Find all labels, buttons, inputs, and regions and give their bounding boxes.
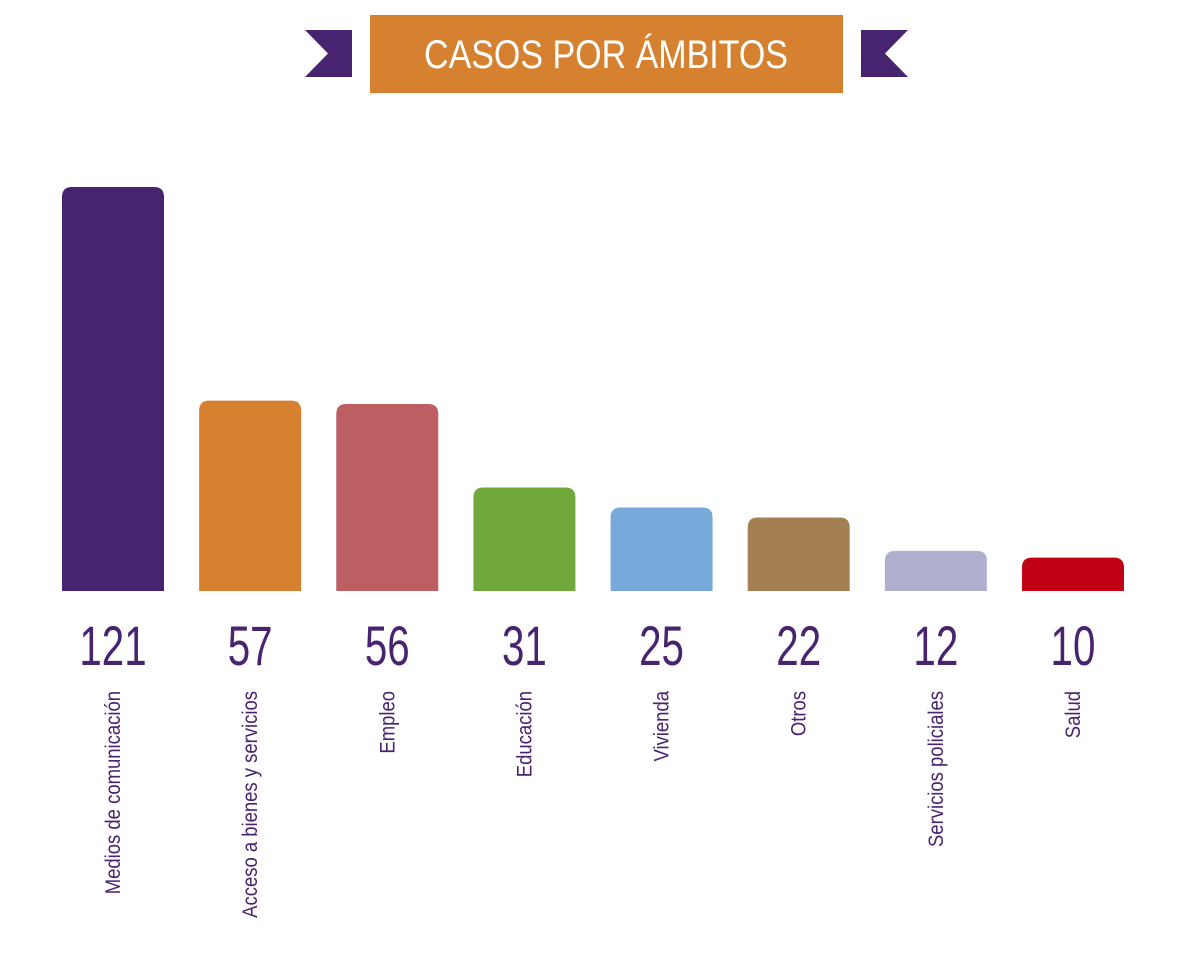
category-label: Otros: [788, 691, 811, 736]
value-labels: 121 57 56 31 25 22 12 10: [79, 616, 1095, 678]
bar-1: [62, 187, 164, 591]
bar-2: [199, 400, 302, 591]
bars: [62, 187, 1124, 591]
category-label: Empleo: [376, 691, 399, 754]
value-label: 56: [365, 616, 410, 678]
right-ribbon: [861, 30, 908, 77]
bar-5: [610, 507, 713, 591]
bar-8: [1021, 557, 1124, 591]
category-label: Medios de comunicación: [102, 691, 125, 894]
bar-6: [747, 517, 850, 591]
value-label: 121: [79, 616, 146, 678]
bar-4: [473, 487, 576, 591]
category-label: Servicios policiales: [925, 691, 948, 847]
value-label: 31: [502, 616, 547, 678]
category-label: Educación: [513, 691, 536, 777]
chart-title: CASOS POR ÁMBITOS: [424, 31, 788, 76]
bar-7: [884, 550, 987, 591]
value-label: 12: [913, 616, 958, 678]
left-ribbon: [305, 30, 352, 77]
bar-3: [336, 404, 439, 591]
category-label: Acceso a bienes y servicios: [239, 691, 262, 918]
category-label: Salud: [1062, 691, 1085, 738]
title-banner: CASOS POR ÁMBITOS: [305, 15, 908, 93]
category-label: Vivienda: [651, 691, 674, 762]
value-label: 22: [776, 616, 821, 678]
value-label: 57: [228, 616, 273, 678]
category-labels: Medios de comunicación Acceso a bienes y …: [102, 691, 1085, 918]
title-box: [370, 15, 843, 93]
value-label: 25: [639, 616, 684, 678]
value-label: 10: [1051, 616, 1096, 678]
